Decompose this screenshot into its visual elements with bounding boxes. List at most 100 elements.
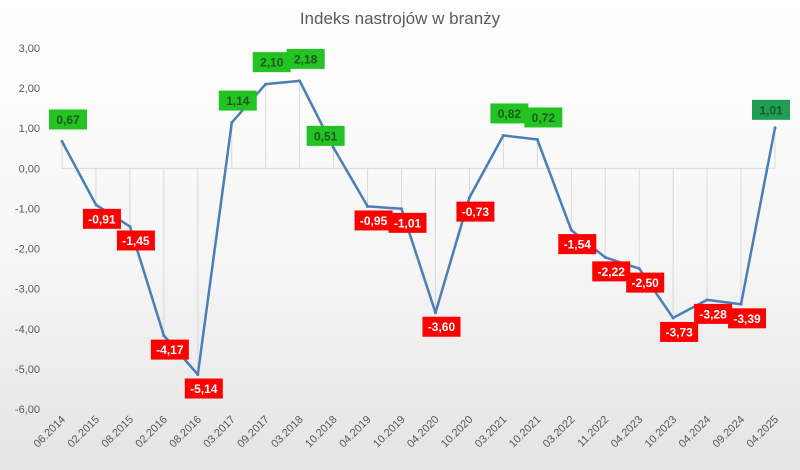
data-label: -5,14	[184, 378, 223, 399]
data-point	[739, 302, 743, 306]
data-label-box	[252, 52, 291, 73]
data-point	[400, 207, 404, 211]
data-point	[196, 373, 200, 377]
data-label-box	[490, 103, 529, 124]
y-tick-label: 3,00	[19, 43, 40, 55]
y-tick-label: -2,00	[15, 244, 40, 256]
data-point	[162, 334, 166, 338]
data-label-box	[82, 208, 121, 229]
data-label: -1,01	[388, 212, 427, 233]
data-point	[332, 146, 336, 150]
data-label-box	[592, 261, 631, 282]
data-label-box	[752, 99, 790, 120]
data-label: -3,60	[422, 316, 461, 337]
data-label-text: -0,95	[360, 214, 388, 228]
data-label-box	[626, 272, 665, 293]
data-label-box	[524, 107, 563, 128]
data-label-text: -1,45	[122, 234, 150, 248]
data-point	[433, 311, 437, 315]
data-label-text: -3,39	[733, 312, 761, 326]
data-label-box	[388, 212, 427, 233]
data-label-text: -0,73	[462, 205, 490, 219]
data-label-text: -1,54	[564, 238, 592, 252]
y-tick-label: -1,00	[15, 203, 40, 215]
y-axis: 3,00 2,00 1,00 0,00 -1,00 -2,00 -3,00 -4,00 -5,0…	[15, 43, 40, 416]
data-label: -0,95	[354, 210, 393, 231]
data-label-box	[456, 201, 495, 222]
data-point	[94, 203, 98, 207]
data-label-text: 1,14	[226, 94, 250, 108]
data-label: 1,14	[218, 90, 257, 111]
data-label-box	[218, 90, 257, 111]
data-label: -3,28	[694, 303, 733, 324]
y-tick-label: 1,00	[19, 123, 40, 135]
data-label: -1,54	[558, 234, 597, 255]
data-label-box	[184, 378, 223, 399]
data-label-text: -2,22	[598, 265, 626, 279]
data-label-text: 2,18	[294, 52, 318, 66]
y-tick-label: 2,00	[19, 83, 40, 95]
y-tick-label: -4,00	[15, 324, 40, 336]
data-label-text: -3,60	[428, 320, 456, 334]
data-label-text: -3,28	[699, 307, 727, 321]
data-label-box	[660, 321, 699, 342]
data-label: -1,45	[116, 230, 155, 251]
data-label-text: -3,73	[665, 325, 693, 339]
data-label: 0,72	[524, 107, 563, 128]
data-label-box	[150, 339, 189, 360]
data-label-box	[558, 234, 597, 255]
data-label: -2,22	[592, 261, 631, 282]
data-label-box	[694, 303, 733, 324]
data-point	[535, 137, 539, 141]
chart-title: Indeks nastrojów w branży	[300, 9, 501, 28]
data-label: -0,91	[82, 208, 121, 229]
data-label-text: 0,67	[56, 113, 80, 127]
data-point	[705, 298, 709, 302]
data-point	[298, 79, 302, 83]
y-tick-label: -5,00	[15, 364, 40, 376]
data-label: -3,39	[728, 308, 767, 329]
data-label: 0,82	[490, 103, 529, 124]
data-point	[671, 316, 675, 320]
y-tick-label: -6,00	[15, 404, 40, 416]
data-point	[603, 255, 607, 259]
data-point	[230, 121, 234, 125]
data-label-text: -0,91	[88, 212, 116, 226]
data-point	[264, 82, 268, 86]
data-label-box	[306, 125, 345, 146]
data-label-box	[728, 308, 767, 329]
data-label: -3,73	[660, 321, 699, 342]
drop-lines	[61, 80, 776, 375]
data-label: -2,50	[626, 272, 665, 293]
data-point	[501, 133, 505, 137]
data-label-box	[354, 210, 393, 231]
data-label-text: -4,17	[156, 343, 184, 357]
data-point	[128, 224, 132, 228]
y-tick-label: -3,00	[15, 284, 40, 296]
data-label: -0,73	[456, 201, 495, 222]
data-label: 2,10	[252, 52, 291, 73]
data-label-text: -5,14	[190, 382, 218, 396]
data-point	[773, 126, 777, 130]
data-point	[569, 228, 573, 232]
data-label-box	[422, 316, 461, 337]
data-label-text: 1,01	[759, 103, 783, 117]
data-label-text: 0,72	[532, 111, 556, 125]
data-label-text: 0,51	[314, 129, 338, 143]
data-point	[60, 139, 64, 143]
data-label-box	[116, 230, 155, 251]
data-label-text: 2,10	[260, 56, 284, 70]
data-label-box	[49, 109, 87, 130]
data-label-text: -1,01	[394, 216, 422, 230]
data-label: 1,01	[752, 99, 790, 120]
data-label-box	[286, 48, 325, 69]
data-label-text: -2,50	[632, 276, 660, 290]
data-labels: 0,67 -0,91 -1,45 -4,17 -5,14 1,14 2,10 2,18 0,51…	[49, 48, 790, 399]
y-tick-label: 0,00	[19, 163, 40, 175]
data-label: 2,18	[286, 48, 325, 69]
data-label-text: 0,82	[498, 107, 522, 121]
data-label: -4,17	[150, 339, 189, 360]
data-label: 0,67	[49, 109, 87, 130]
data-point	[467, 196, 471, 200]
